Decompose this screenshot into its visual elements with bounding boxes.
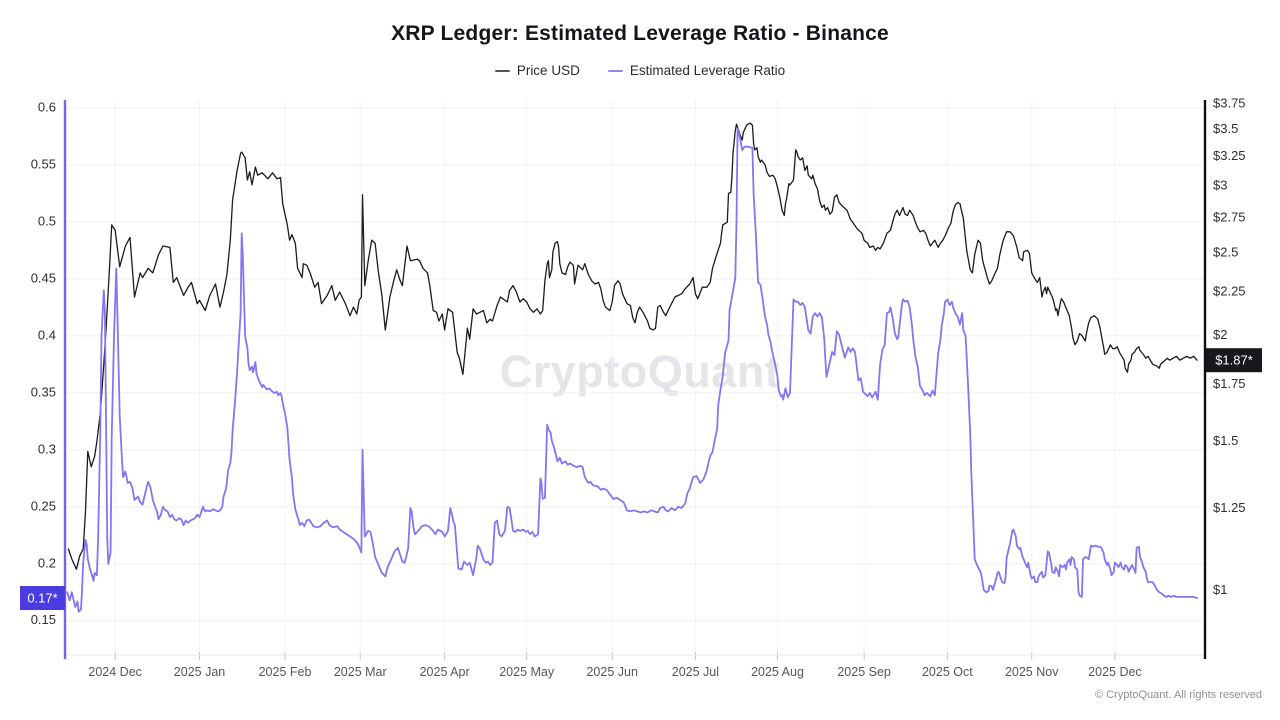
x-axis-month-label: 2025 Feb <box>259 665 312 679</box>
legend-item-estimated-leverage-ratio[interactable]: Estimated Leverage Ratio <box>607 63 786 78</box>
x-axis-month-label: 2025 Jun <box>586 665 637 679</box>
right-axis-tick-label: $2 <box>1213 327 1227 342</box>
left-axis-tick-label: 0.15 <box>31 612 56 627</box>
left-axis-tick-label: 0.55 <box>31 156 56 171</box>
right-axis-tick-label: $1.75 <box>1213 376 1246 391</box>
leverage-current-value-badge-bg <box>20 586 65 611</box>
copyright-note: © CryptoQuant. All rights reserved <box>1094 689 1262 701</box>
right-axis-tick-label: $3.5 <box>1213 121 1238 136</box>
left-axis-tick-label: 0.25 <box>31 498 56 513</box>
price-usd-line <box>67 122 1198 570</box>
legend-item-price-usd[interactable]: Price USD <box>494 63 580 78</box>
x-axis-month-label: 2025 Aug <box>751 665 804 679</box>
x-axis-month-label: 2025 Apr <box>420 665 470 679</box>
legend: Price USD Estimated Leverage Ratio <box>0 63 1280 78</box>
right-axis-tick-label: $3.75 <box>1213 95 1246 110</box>
right-axis-tick-label: $2.25 <box>1213 284 1246 299</box>
right-axis-tick-label: $1.5 <box>1213 433 1238 448</box>
x-axis-month-label: 2025 Oct <box>922 665 973 679</box>
left-axis-tick-label: 0.6 <box>38 99 56 114</box>
leverage-line-swatch-icon <box>607 69 623 72</box>
x-axis-month-label: 2025 Nov <box>1005 665 1059 679</box>
right-axis-tick-label: $1.25 <box>1213 500 1246 515</box>
leverage-current-value-badge-label: 0.17* <box>27 590 57 605</box>
legend-label-price-usd: Price USD <box>516 63 580 78</box>
legend-label-estimated-leverage-ratio: Estimated Leverage Ratio <box>629 63 786 78</box>
x-axis-month-label: 2024 Dec <box>88 665 142 679</box>
right-axis-tick-label: $3.25 <box>1213 148 1246 163</box>
x-axis-month-label: 2025 Jul <box>672 665 719 679</box>
right-axis-tick-label: $1 <box>1213 582 1227 597</box>
chart-title: XRP Ledger: Estimated Leverage Ratio - B… <box>391 22 889 45</box>
x-axis-month-label: 2025 May <box>499 665 555 679</box>
left-axis-tick-label: 0.2 <box>38 555 56 570</box>
left-axis-tick-label: 0.35 <box>31 384 56 399</box>
price-line-swatch-icon <box>494 69 510 72</box>
left-axis-tick-label: 0.45 <box>31 270 56 285</box>
left-axis-tick-label: 0.5 <box>38 213 56 228</box>
x-axis-month-label: 2025 Jan <box>174 665 225 679</box>
left-axis-tick-label: 0.4 <box>38 327 56 342</box>
leverage-ratio-line <box>66 127 1198 613</box>
right-axis-tick-label: $2.5 <box>1213 245 1238 260</box>
x-axis-month-label: 2025 Dec <box>1088 665 1142 679</box>
right-axis-tick-label: $2.75 <box>1213 210 1246 225</box>
right-axis-tick-label: $3 <box>1213 178 1227 193</box>
price-current-value-badge-bg <box>1206 348 1262 373</box>
x-axis-month-label: 2025 Mar <box>334 665 387 679</box>
x-axis-month-label: 2025 Sep <box>837 665 891 679</box>
left-axis-tick-label: 0.3 <box>38 441 56 456</box>
cryptoquant-watermark: CryptoQuant <box>499 346 781 397</box>
price-current-value-badge-label: $1.87* <box>1215 353 1253 368</box>
